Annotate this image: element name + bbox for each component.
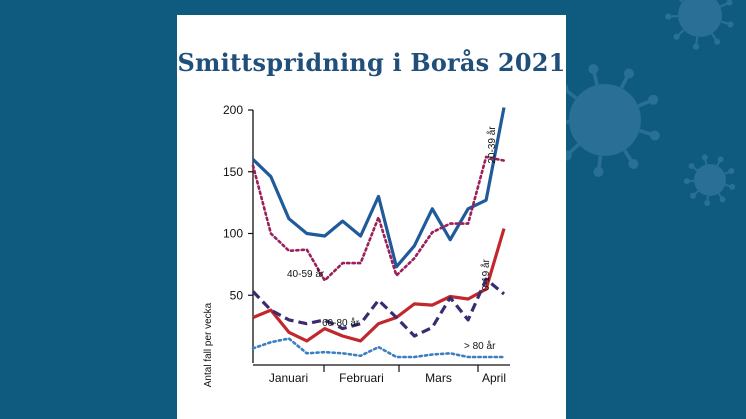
series-label-2: 0-19 år	[480, 258, 492, 290]
virus-icon-top	[665, 0, 734, 50]
y-axis-label: Antal fall per vecka	[203, 302, 214, 387]
series-label-0: 20-39 år	[486, 126, 498, 164]
virus-icon-small	[683, 154, 736, 207]
month-label-mars: Mars	[425, 371, 452, 385]
line-chart: 50 100 150 200 Januari Februari Mars April Antal…	[203, 103, 510, 387]
series-line-1	[251, 155, 506, 282]
chart-title: Smittspridning i Borås 2021	[177, 48, 566, 77]
series-label-3: 60-80 år	[322, 317, 360, 329]
month-label-januari: Januari	[269, 371, 308, 385]
series-line-2	[252, 228, 506, 343]
chart-card: Smittspridning i Borås 2021 50 100 150 200 J…	[177, 15, 566, 419]
month-label-februari: Februari	[339, 371, 384, 385]
series-line-3	[251, 277, 506, 338]
series-line-4	[251, 337, 506, 359]
series-label-4: > 80 år	[464, 340, 496, 352]
y-tick-label: 150	[223, 165, 243, 179]
y-tick-label: 200	[223, 103, 243, 117]
series-line-0	[251, 107, 506, 269]
y-tick-label: 100	[223, 227, 243, 241]
month-label-april: April	[482, 371, 506, 385]
y-tick-label: 50	[230, 288, 244, 302]
series-label-1: 40-59 år	[287, 268, 325, 280]
